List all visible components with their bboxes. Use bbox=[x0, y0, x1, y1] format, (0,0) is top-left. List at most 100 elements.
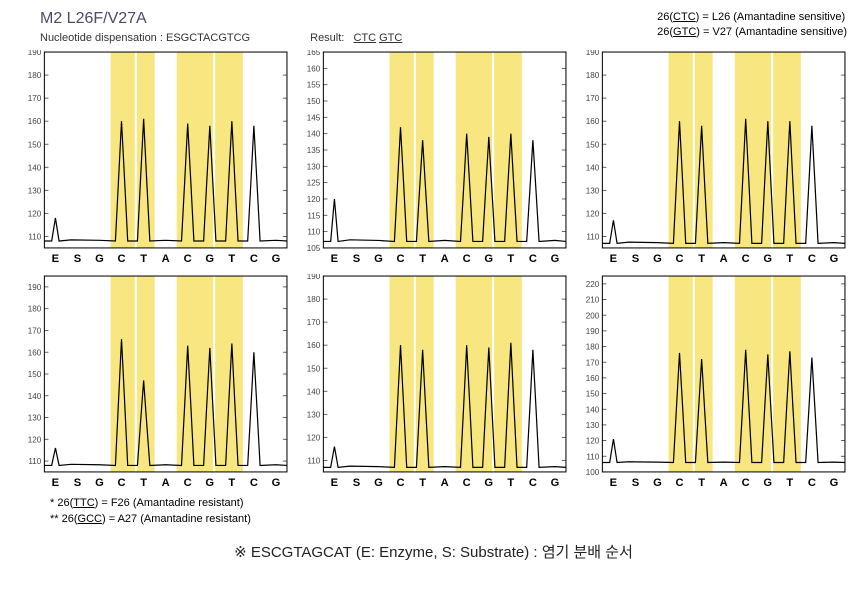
svg-text:130: 130 bbox=[28, 186, 42, 195]
svg-text:120: 120 bbox=[28, 209, 42, 218]
svg-text:110: 110 bbox=[28, 457, 41, 466]
svg-text:S: S bbox=[632, 477, 639, 489]
svg-text:G: G bbox=[763, 253, 772, 265]
svg-text:C: C bbox=[250, 253, 258, 265]
svg-text:C: C bbox=[808, 253, 816, 265]
svg-text:200: 200 bbox=[586, 311, 600, 320]
interpretation-note: 26(GTC) = V27 (Amantadine sensitive) bbox=[657, 25, 847, 40]
svg-text:G: G bbox=[205, 253, 214, 265]
footnote: * 26(TTC) = F26 (Amantadine resistant) bbox=[50, 496, 857, 511]
svg-text:G: G bbox=[484, 477, 493, 489]
svg-text:G: G bbox=[272, 253, 281, 265]
svg-text:G: G bbox=[205, 477, 214, 489]
svg-text:E: E bbox=[52, 477, 59, 489]
pyrogram-chart-2: 105110115120125130135140145150155160165E… bbox=[299, 50, 568, 268]
svg-text:145: 145 bbox=[307, 113, 321, 122]
footnotes: * 26(TTC) = F26 (Amantadine resistant)**… bbox=[50, 496, 857, 527]
svg-text:G: G bbox=[95, 477, 104, 489]
result-codon: CTC bbox=[353, 32, 376, 44]
svg-text:A: A bbox=[720, 477, 728, 489]
svg-text:T: T bbox=[419, 253, 426, 265]
pyrogram-chart-6: 100110120130140150160170180190200210220E… bbox=[578, 274, 847, 492]
svg-text:C: C bbox=[742, 253, 750, 265]
svg-text:G: G bbox=[551, 477, 560, 489]
svg-text:120: 120 bbox=[307, 434, 321, 443]
svg-text:150: 150 bbox=[28, 370, 42, 379]
svg-text:T: T bbox=[507, 477, 514, 489]
svg-text:C: C bbox=[529, 253, 537, 265]
svg-text:C: C bbox=[808, 477, 816, 489]
result-values: CTC GTC bbox=[353, 32, 402, 44]
pyrogram-chart-4: 110120130140150160170180190ESGCTACGTCG bbox=[20, 274, 289, 492]
svg-text:G: G bbox=[374, 253, 383, 265]
svg-text:190: 190 bbox=[586, 50, 600, 57]
svg-text:120: 120 bbox=[28, 436, 42, 445]
dispensation-label: Nucleotide dispensation : bbox=[40, 32, 163, 44]
svg-text:140: 140 bbox=[586, 163, 600, 172]
svg-text:135: 135 bbox=[307, 146, 321, 155]
svg-text:110: 110 bbox=[586, 453, 599, 462]
bottom-note: ※ ESCGTAGCAT (E: Enzyme, S: Substrate) :… bbox=[10, 541, 857, 562]
pyrogram-grid: 110 120 130 140 150 160 170 180 190 E S G C T A C G T C G 10… bbox=[20, 50, 847, 492]
svg-text:190: 190 bbox=[307, 274, 321, 281]
svg-text:170: 170 bbox=[28, 94, 42, 103]
svg-text:120: 120 bbox=[586, 209, 600, 218]
svg-text:G: G bbox=[272, 477, 281, 489]
svg-text:C: C bbox=[118, 477, 126, 489]
svg-text:120: 120 bbox=[307, 195, 321, 204]
svg-text:G: G bbox=[484, 253, 493, 265]
svg-text:180: 180 bbox=[307, 295, 321, 304]
result-label: Result: bbox=[310, 32, 344, 44]
interpretation-note: 26(CTC) = L26 (Amantadine sensitive) bbox=[657, 10, 847, 25]
svg-text:160: 160 bbox=[586, 374, 600, 383]
svg-text:S: S bbox=[632, 253, 639, 265]
svg-text:150: 150 bbox=[586, 390, 600, 399]
svg-text:110: 110 bbox=[586, 232, 599, 241]
svg-text:E: E bbox=[610, 253, 617, 265]
svg-text:C: C bbox=[463, 253, 471, 265]
svg-text:A: A bbox=[441, 253, 449, 265]
svg-text:C: C bbox=[250, 477, 258, 489]
top-right-notes: 26(CTC) = L26 (Amantadine sensitive)26(G… bbox=[657, 10, 847, 41]
svg-text:T: T bbox=[140, 253, 147, 265]
svg-text:150: 150 bbox=[586, 140, 600, 149]
svg-text:180: 180 bbox=[586, 343, 600, 352]
dispensation-text: Nucleotide dispensation : ESGCTACGTCG bbox=[40, 32, 250, 44]
header: 26(CTC) = L26 (Amantadine sensitive)26(G… bbox=[10, 10, 857, 44]
svg-text:160: 160 bbox=[586, 117, 600, 126]
footnote: ** 26(GCC) = A27 (Amantadine resistant) bbox=[50, 512, 857, 527]
svg-text:C: C bbox=[463, 477, 471, 489]
svg-text:120: 120 bbox=[586, 437, 600, 446]
svg-text:160: 160 bbox=[307, 64, 321, 73]
svg-text:C: C bbox=[676, 477, 684, 489]
svg-text:C: C bbox=[676, 253, 684, 265]
svg-text:T: T bbox=[698, 477, 705, 489]
svg-text:S: S bbox=[353, 253, 360, 265]
svg-text:105: 105 bbox=[307, 244, 321, 253]
svg-text:E: E bbox=[52, 253, 59, 265]
svg-text:130: 130 bbox=[586, 186, 600, 195]
svg-text:140: 140 bbox=[307, 388, 321, 397]
svg-text:A: A bbox=[441, 477, 449, 489]
svg-text:130: 130 bbox=[28, 414, 42, 423]
svg-text:E: E bbox=[610, 477, 617, 489]
svg-text:G: G bbox=[653, 477, 662, 489]
svg-text:A: A bbox=[162, 253, 170, 265]
svg-text:C: C bbox=[118, 253, 126, 265]
svg-text:180: 180 bbox=[28, 71, 42, 80]
svg-text:G: G bbox=[374, 477, 383, 489]
svg-text:140: 140 bbox=[307, 130, 321, 139]
svg-text:T: T bbox=[419, 477, 426, 489]
svg-text:190: 190 bbox=[586, 327, 600, 336]
svg-text:G: G bbox=[830, 253, 839, 265]
svg-text:C: C bbox=[184, 253, 192, 265]
svg-text:A: A bbox=[162, 477, 170, 489]
svg-text:E: E bbox=[331, 253, 338, 265]
svg-text:110: 110 bbox=[307, 228, 320, 237]
svg-text:T: T bbox=[786, 253, 793, 265]
svg-text:160: 160 bbox=[307, 341, 321, 350]
svg-text:160: 160 bbox=[28, 117, 42, 126]
svg-text:G: G bbox=[551, 253, 560, 265]
svg-text:100: 100 bbox=[586, 468, 600, 477]
svg-text:C: C bbox=[184, 477, 192, 489]
